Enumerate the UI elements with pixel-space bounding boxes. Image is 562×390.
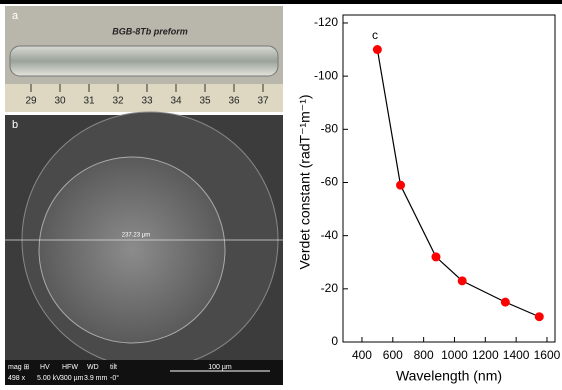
- top-border: [0, 0, 562, 4]
- panel-label: b: [12, 119, 18, 131]
- core: [38, 156, 226, 344]
- info-bar: mag ⊞ 498 x HV 5.00 kV HFW 300 µm WD 3.9…: [5, 360, 283, 385]
- info-text: 498 x: [8, 375, 26, 382]
- info-text: 300 µm: [60, 375, 84, 382]
- y-axis-title: Verdet constant (radT⁻¹m⁻¹): [297, 94, 313, 269]
- y-tick-label: -40: [321, 228, 339, 242]
- x-tick-label: 1400: [503, 348, 530, 362]
- panel-a: a BGB-8Tb preform 29 30 31 32 33 34 35 36 37: [5, 6, 283, 112]
- plot-frame: [342, 14, 556, 343]
- y-tick-label: -100: [314, 68, 338, 82]
- data-point: [500, 297, 510, 307]
- info-background: [5, 360, 283, 385]
- info-text: 100 µm: [208, 364, 232, 371]
- panel-b: b 237.23 µm mag ⊞ 498 x HV 5.00 kV HFW 3…: [5, 111, 283, 385]
- info-text: WD: [87, 364, 99, 371]
- measure-label: 237.23 µm: [122, 233, 150, 239]
- info-text: -0°: [110, 374, 119, 382]
- y-tick-label: 0: [331, 334, 338, 348]
- data-point: [372, 45, 382, 55]
- ruler-label: 29: [25, 96, 37, 107]
- x-tick-label: 1000: [441, 348, 468, 362]
- y-tick-label: -120: [314, 15, 338, 29]
- ruler: [5, 84, 283, 112]
- series-line: [376, 49, 540, 318]
- ruler-label: 37: [257, 96, 269, 107]
- data-point: [457, 276, 467, 286]
- preform-rod: [9, 45, 279, 77]
- caption: BGB-8Tb preform: [112, 26, 188, 36]
- info-text: HV: [40, 364, 50, 371]
- panel-c: c Wavelength (nm) Verdet constant (radT⁻…: [297, 14, 561, 384]
- ruler-label: 35: [199, 96, 211, 107]
- data-point: [396, 180, 406, 190]
- x-tick-label: 600: [383, 348, 403, 362]
- y-tick-label: -60: [321, 175, 339, 189]
- data-point: [534, 312, 544, 322]
- panel-label: c: [372, 28, 378, 42]
- data-point: [431, 252, 441, 262]
- ruler-label: 34: [170, 96, 182, 107]
- ruler-label: 30: [54, 96, 66, 107]
- x-tick-label: 1200: [472, 348, 499, 362]
- ruler-label: 36: [228, 96, 240, 107]
- x-tick-label: 400: [352, 348, 372, 362]
- y-tick-label: -80: [321, 121, 339, 135]
- ruler-label: 33: [141, 96, 153, 107]
- x-axis-title: Wavelength (nm): [396, 368, 502, 384]
- info-text: HFW: [62, 364, 78, 371]
- info-text: 3.9 mm: [84, 375, 108, 382]
- info-text: mag ⊞: [8, 364, 30, 371]
- panel-label: a: [12, 10, 19, 22]
- info-text: tilt: [110, 364, 117, 371]
- info-text: 5.00 kV: [37, 375, 61, 382]
- ruler-label: 32: [112, 96, 124, 107]
- ruler-label: 31: [83, 96, 95, 107]
- x-tick-label: 1600: [534, 348, 561, 362]
- y-tick-label: -20: [321, 281, 339, 295]
- x-tick-label: 800: [414, 348, 434, 362]
